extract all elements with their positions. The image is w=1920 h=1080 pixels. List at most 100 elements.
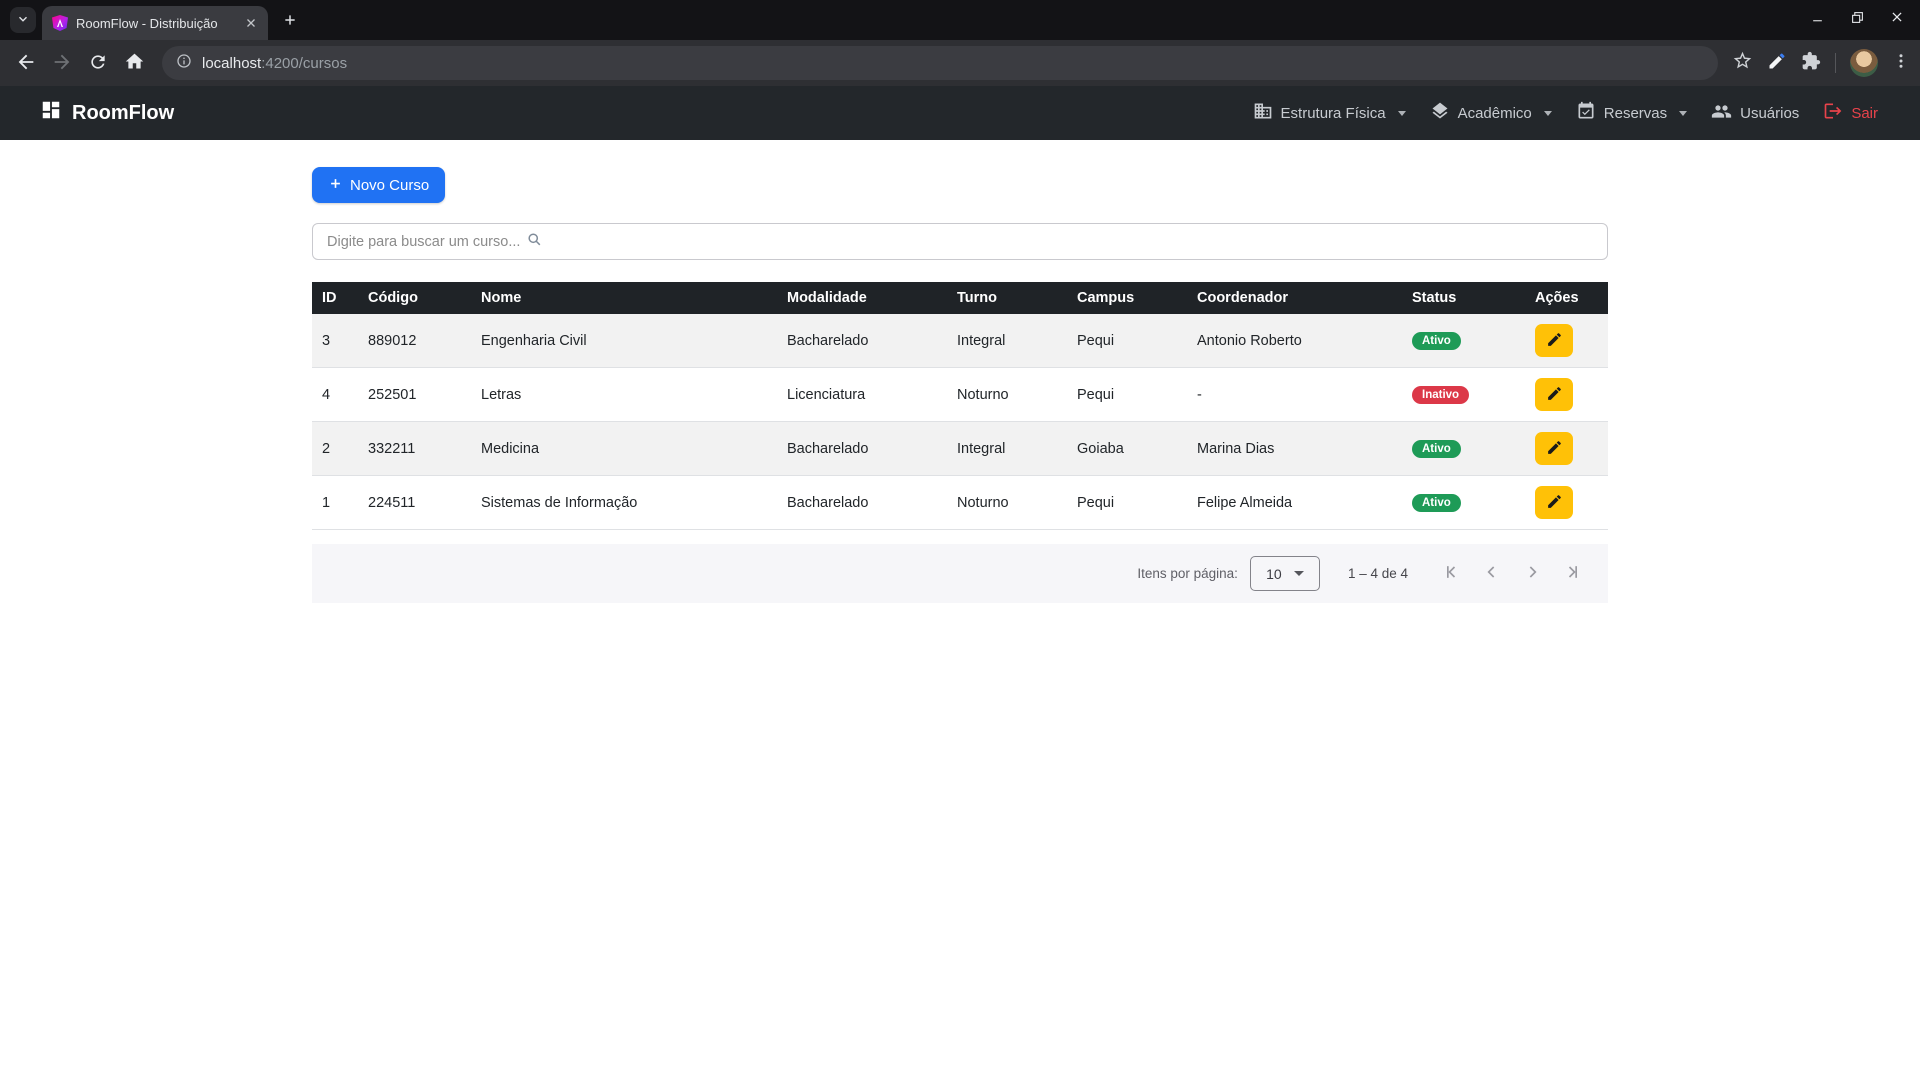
- logout-icon: [1823, 101, 1843, 125]
- page-range-label: 1 – 4 de 4: [1347, 566, 1408, 581]
- cell-codigo: 889012: [358, 314, 471, 368]
- app-nav: Estrutura Física Acadêmico Reservas Usuá…: [1251, 95, 1880, 132]
- cell-modalidade: Bacharelado: [777, 475, 947, 530]
- window-restore-button[interactable]: [1844, 4, 1870, 30]
- window-close-button[interactable]: [1884, 4, 1910, 30]
- browser-tab[interactable]: RoomFlow - Distribuição: [42, 6, 268, 40]
- pencil-edit-icon: [1546, 493, 1563, 513]
- forward-button[interactable]: [46, 47, 78, 79]
- people-icon: [1711, 101, 1732, 126]
- nav-sair-logout[interactable]: Sair: [1821, 95, 1880, 131]
- home-button[interactable]: [118, 47, 150, 79]
- window-minimize-button[interactable]: [1804, 4, 1830, 30]
- cell-id: 4: [312, 367, 358, 422]
- site-info-icon[interactable]: [176, 53, 192, 74]
- nav-usuarios[interactable]: Usuários: [1709, 95, 1801, 132]
- header-acoes: Ações: [1525, 282, 1608, 314]
- layers-icon: [1430, 101, 1450, 125]
- reload-button[interactable]: [82, 47, 114, 79]
- browser-menu-kebab-icon[interactable]: [1892, 52, 1910, 75]
- nav-reservas[interactable]: Reservas: [1574, 95, 1689, 131]
- cell-coordenador: Marina Dias: [1187, 421, 1402, 476]
- cell-nome: Letras: [471, 367, 777, 422]
- cell-modalidade: Bacharelado: [777, 314, 947, 368]
- edit-course-button[interactable]: [1535, 486, 1573, 519]
- course-search: Digite para buscar um curso...: [312, 223, 1608, 260]
- header-campus: Campus: [1067, 282, 1187, 314]
- table-row: 4 252501 Letras Licenciatura Noturno Peq…: [312, 367, 1608, 422]
- back-button[interactable]: [10, 47, 42, 79]
- cell-turno: Integral: [947, 314, 1067, 368]
- courses-page: Novo Curso Digite para buscar um curso..…: [312, 167, 1608, 603]
- cell-modalidade: Bacharelado: [777, 421, 947, 476]
- pencil-edit-icon: [1546, 331, 1563, 351]
- previous-page-button[interactable]: [1472, 554, 1512, 594]
- course-search-input[interactable]: [312, 223, 1608, 260]
- cell-coordenador: Felipe Almeida: [1187, 475, 1402, 530]
- address-bar[interactable]: localhost:4200/cursos: [162, 46, 1718, 80]
- cell-campus: Pequi: [1067, 475, 1187, 530]
- browser-toolbar: localhost:4200/cursos: [0, 40, 1920, 86]
- plus-icon: [282, 12, 298, 31]
- pencil-edit-icon: [1546, 385, 1563, 405]
- caret-down-icon: [1543, 110, 1552, 116]
- table-header-row: ID Código Nome Modalidade Turno Campus C…: [312, 282, 1608, 314]
- new-course-button[interactable]: Novo Curso: [312, 167, 446, 203]
- cell-campus: Goiaba: [1067, 421, 1187, 476]
- cell-turno: Noturno: [947, 367, 1067, 422]
- nav-estrutura-fisica[interactable]: Estrutura Física: [1251, 95, 1408, 131]
- extensions-puzzle-icon[interactable]: [1801, 51, 1821, 76]
- tab-search-button[interactable]: [10, 7, 36, 33]
- tab-title: RoomFlow - Distribuição: [76, 15, 218, 31]
- items-per-page-label: Itens por página:: [1137, 566, 1238, 581]
- cell-modalidade: Licenciatura: [777, 367, 947, 422]
- first-page-button[interactable]: [1432, 554, 1472, 594]
- pencil-edit-icon: [1546, 439, 1563, 459]
- roomflow-brand: RoomFlow: [40, 99, 174, 127]
- plus-icon: [328, 176, 343, 195]
- cell-turno: Noturno: [947, 475, 1067, 530]
- pen-extension-icon[interactable]: [1767, 51, 1787, 76]
- cell-codigo: 224511: [358, 475, 471, 530]
- chevron-down-icon: [16, 12, 30, 29]
- header-id: ID: [312, 282, 358, 314]
- last-page-button[interactable]: [1552, 554, 1592, 594]
- browser-window: RoomFlow - Distribuição: [0, 0, 1920, 86]
- bookmark-star-icon[interactable]: [1732, 50, 1753, 76]
- page-size-select[interactable]: 10: [1249, 556, 1320, 591]
- new-tab-button[interactable]: [276, 7, 304, 35]
- header-status: Status: [1402, 282, 1525, 314]
- tab-close-icon[interactable]: [242, 14, 260, 32]
- header-codigo: Código: [358, 282, 471, 314]
- cell-codigo: 332211: [358, 421, 471, 476]
- window-controls: [1804, 0, 1910, 34]
- building-icon: [1253, 101, 1273, 125]
- profile-avatar[interactable]: [1850, 49, 1878, 77]
- table-row: 3 889012 Engenharia Civil Bacharelado In…: [312, 314, 1608, 368]
- edit-course-button[interactable]: [1535, 324, 1573, 357]
- table-row: 2 332211 Medicina Bacharelado Integral G…: [312, 421, 1608, 476]
- caret-down-icon: [1679, 110, 1688, 116]
- home-icon: [124, 51, 145, 75]
- toolbar-right: [1732, 49, 1910, 77]
- courses-table: ID Código Nome Modalidade Turno Campus C…: [312, 282, 1608, 530]
- cell-codigo: 252501: [358, 367, 471, 422]
- calendar-check-icon: [1576, 101, 1596, 125]
- url-text: localhost:4200/cursos: [202, 54, 348, 72]
- edit-course-button[interactable]: [1535, 378, 1573, 411]
- dashboard-icon: [40, 99, 62, 127]
- forward-arrow-icon: [51, 51, 73, 76]
- cell-coordenador: -: [1187, 367, 1402, 422]
- cell-nome: Sistemas de Informação: [471, 475, 777, 530]
- caret-down-icon: [1397, 110, 1406, 116]
- next-page-button[interactable]: [1512, 554, 1552, 594]
- edit-course-button[interactable]: [1535, 432, 1573, 465]
- header-modalidade: Modalidade: [777, 282, 947, 314]
- chevron-left-icon: [1482, 562, 1502, 585]
- cell-campus: Pequi: [1067, 314, 1187, 368]
- cell-id: 1: [312, 475, 358, 530]
- cell-turno: Integral: [947, 421, 1067, 476]
- tab-strip: RoomFlow - Distribuição: [0, 0, 1920, 40]
- brand-title: RoomFlow: [72, 101, 175, 124]
- nav-academico[interactable]: Acadêmico: [1428, 95, 1554, 131]
